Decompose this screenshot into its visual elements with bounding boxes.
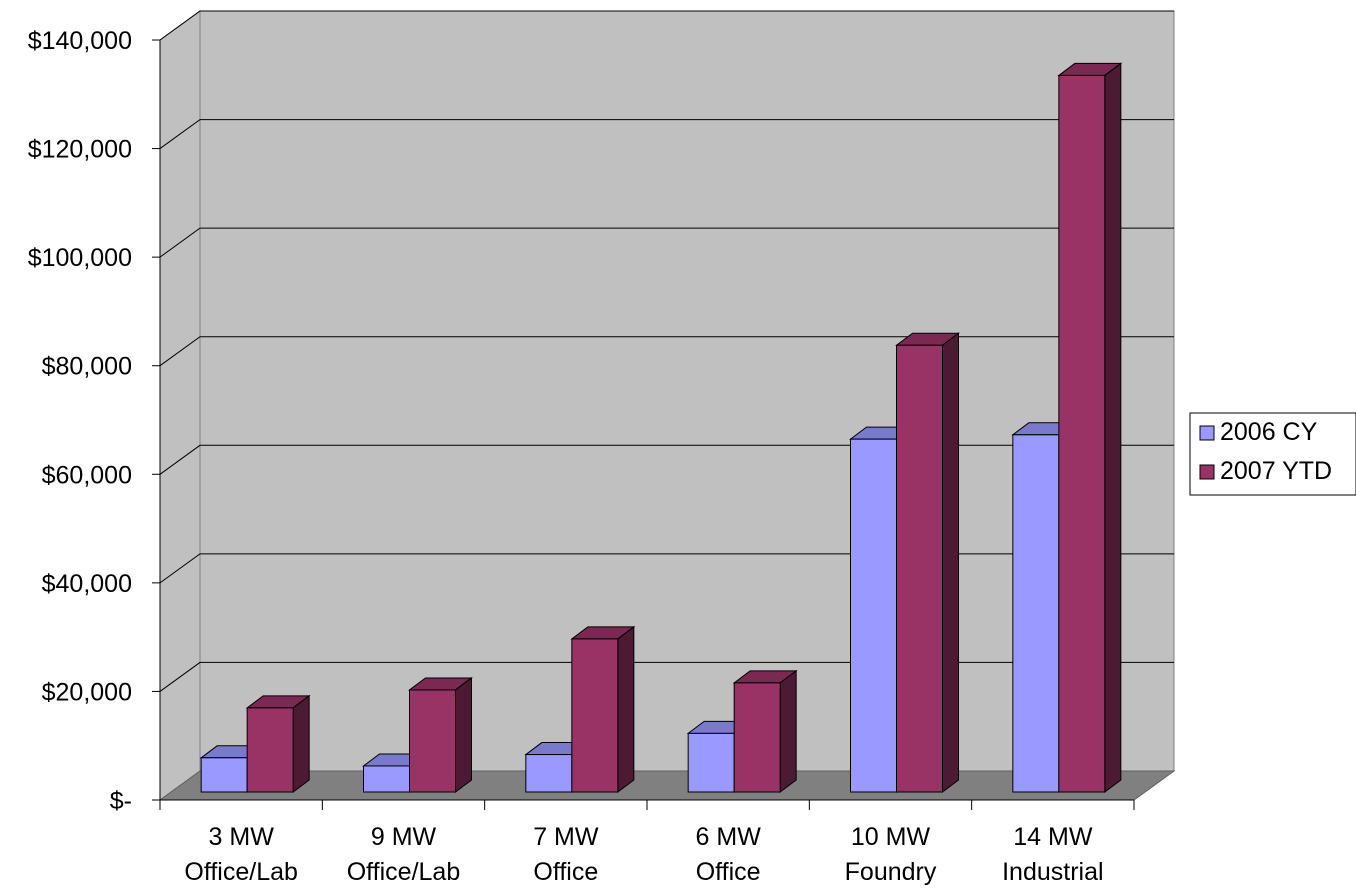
x-tick-label: 10 MW (851, 823, 931, 851)
legend-label: 2006 CY (1220, 418, 1318, 446)
y-tick-label: $40,000 (42, 570, 132, 598)
bar-side (617, 625, 635, 793)
bar-side (455, 676, 472, 793)
back-wall (199, 10, 1175, 772)
y-tick-label: $120,000 (28, 136, 132, 164)
legend-box (1189, 412, 1356, 496)
x-tick-label: Office/Lab (347, 858, 461, 886)
bar-front (896, 344, 943, 793)
gridline (159, 444, 1174, 475)
bar-front (571, 638, 619, 793)
bar-front (409, 689, 456, 793)
bar-front (363, 765, 410, 793)
gridline (159, 553, 1174, 584)
bar-front (1012, 434, 1060, 793)
bar-side (1104, 62, 1122, 793)
x-tick-label: Office/Lab (184, 858, 298, 886)
bar-2007-ytd (408, 676, 473, 793)
bar-front (733, 682, 781, 793)
gridline (159, 661, 1174, 692)
bar-front (200, 757, 248, 793)
legend: 2006 CY 2007 YTD (1189, 412, 1356, 496)
gridline (159, 336, 1174, 367)
bar-2007-ytd (732, 669, 798, 793)
bar-2007-ytd (895, 332, 960, 793)
bar-front (525, 754, 573, 793)
bar-front (1058, 74, 1106, 793)
side-wall (159, 10, 201, 801)
gridline (159, 119, 1174, 149)
x-tick-label: Office (696, 858, 761, 886)
y-tick-label: $80,000 (42, 353, 132, 381)
bar-side (942, 332, 959, 793)
legend-label: 2007 YTD (1220, 457, 1332, 485)
legend-swatch-2006-cy (1199, 425, 1215, 441)
bar-side (779, 669, 797, 793)
y-tick-label: $20,000 (42, 678, 132, 706)
bar-side (292, 694, 310, 793)
bar-front (687, 732, 735, 793)
bar-2007-ytd (570, 625, 636, 793)
gridline (159, 10, 1174, 41)
x-tick-label: Industrial (1002, 858, 1103, 886)
x-tick-label: 14 MW (1013, 823, 1093, 851)
legend-swatch-2007-ytd (1199, 464, 1215, 480)
x-tick-label: Office (533, 858, 598, 886)
x-tick-label: Foundry (845, 858, 937, 886)
y-tick-label: $- (110, 787, 132, 815)
bar-2007-ytd (1057, 62, 1123, 793)
x-tick-label: 7 MW (533, 823, 599, 851)
bar-front (246, 707, 294, 793)
x-tick-label: 6 MW (696, 823, 762, 851)
y-tick-label: $60,000 (42, 461, 132, 489)
gridline (159, 227, 1174, 258)
x-tick-label: 3 MW (209, 823, 275, 851)
y-tick-label: $100,000 (28, 244, 132, 272)
bar-front (850, 438, 897, 793)
x-tick-label: 9 MW (371, 823, 437, 851)
y-tick-label: $140,000 (28, 27, 132, 55)
bar-2007-ytd (245, 694, 311, 793)
